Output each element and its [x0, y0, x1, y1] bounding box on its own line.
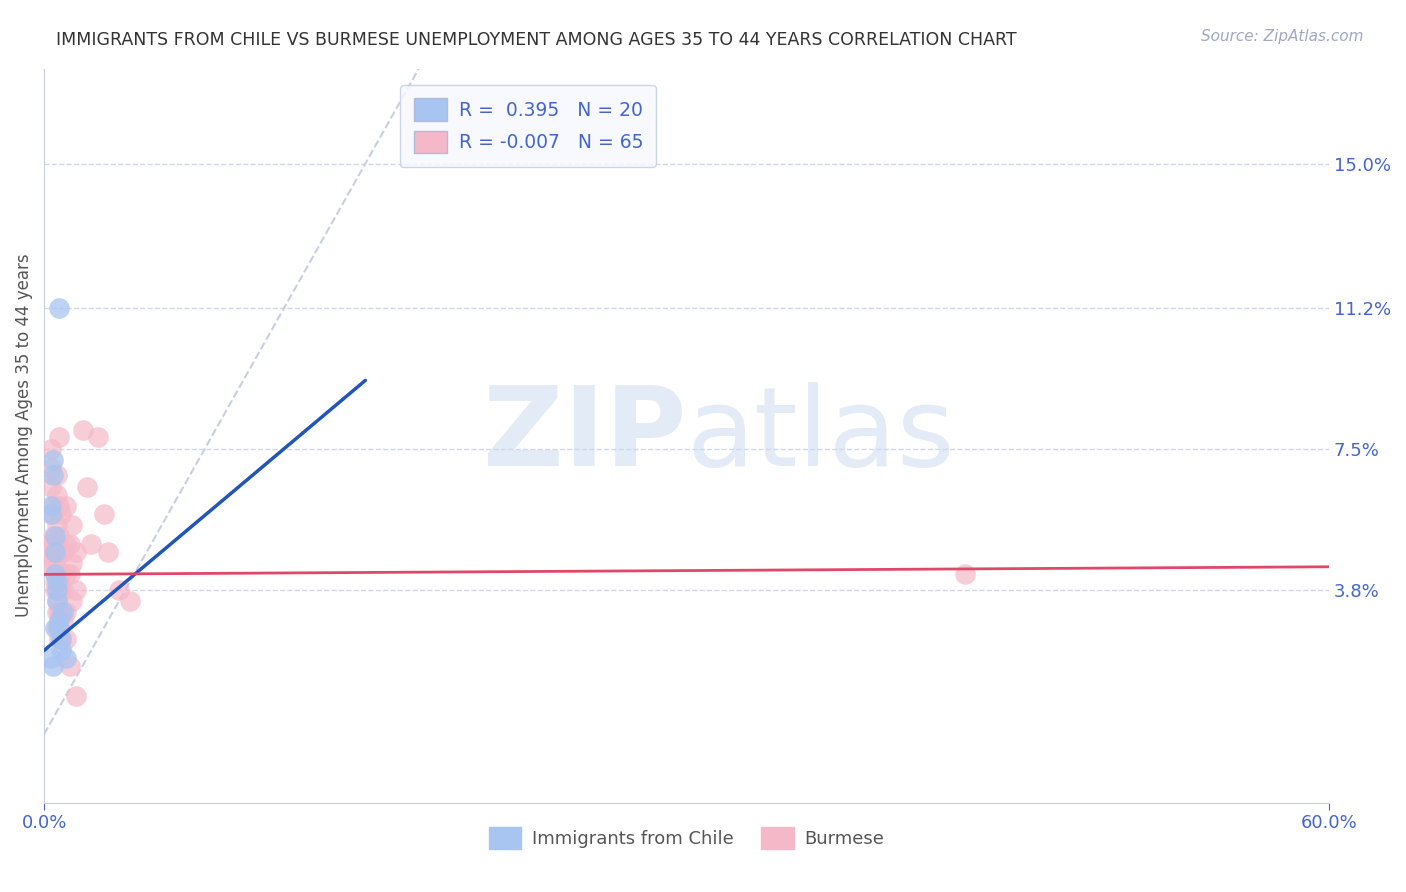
Point [39, 442, 62, 456]
Point [48, 430, 70, 444]
Point [41, 507, 63, 521]
Point [46, 621, 69, 635]
Point [51, 632, 73, 646]
Point [39, 651, 62, 665]
Point [48, 567, 70, 582]
Point [35, 537, 58, 551]
Point [48, 582, 70, 597]
Point [39, 480, 62, 494]
Point [44, 621, 66, 635]
Text: ZIP: ZIP [484, 382, 686, 489]
Point [44, 567, 66, 582]
Point [60, 556, 83, 570]
Point [48, 529, 70, 543]
Point [46, 582, 69, 597]
Point [65, 544, 87, 558]
Point [41, 453, 63, 467]
Point [51, 606, 73, 620]
Point [48, 301, 70, 315]
Point [41, 499, 63, 513]
Point [51, 507, 73, 521]
Point [80, 537, 103, 551]
Point [108, 582, 131, 597]
Point [55, 651, 77, 665]
Point [41, 468, 63, 483]
Point [55, 499, 77, 513]
Point [37, 556, 59, 570]
Point [65, 582, 87, 597]
Point [46, 594, 69, 608]
Point [51, 632, 73, 646]
Point [76, 480, 98, 494]
Point [60, 517, 83, 532]
Point [39, 461, 62, 475]
Point [953, 567, 976, 582]
Point [55, 632, 77, 646]
Point [93, 507, 115, 521]
Text: Source: ZipAtlas.com: Source: ZipAtlas.com [1201, 29, 1364, 44]
Point [60, 594, 83, 608]
Point [41, 658, 63, 673]
Point [51, 643, 73, 657]
Point [46, 582, 69, 597]
Point [52, 582, 75, 597]
Text: IMMIGRANTS FROM CHILE VS BURMESE UNEMPLOYMENT AMONG AGES 35 TO 44 YEARS CORRELAT: IMMIGRANTS FROM CHILE VS BURMESE UNEMPLO… [56, 31, 1017, 49]
Point [51, 567, 73, 582]
Point [48, 544, 70, 558]
Point [48, 606, 70, 620]
Y-axis label: Unemployment Among Ages 35 to 44 years: Unemployment Among Ages 35 to 44 years [15, 253, 32, 617]
Point [118, 594, 141, 608]
Point [46, 544, 69, 558]
Point [46, 517, 69, 532]
Point [55, 567, 77, 582]
Point [37, 544, 59, 558]
Point [46, 468, 69, 483]
Point [51, 544, 73, 558]
Point [51, 582, 73, 597]
Point [55, 606, 77, 620]
Point [48, 621, 70, 635]
Point [48, 499, 70, 513]
Point [59, 658, 82, 673]
Point [44, 574, 66, 589]
Point [46, 574, 69, 589]
Point [44, 556, 66, 570]
Point [46, 606, 69, 620]
Point [65, 689, 87, 703]
Point [44, 529, 66, 543]
Point [55, 537, 77, 551]
Point [59, 537, 82, 551]
Point [44, 544, 66, 558]
Point [46, 564, 69, 578]
Point [52, 613, 75, 627]
Point [52, 544, 75, 558]
Point [97, 544, 120, 558]
Text: atlas: atlas [686, 382, 955, 489]
Point [39, 499, 62, 513]
Point [48, 632, 70, 646]
Point [39, 507, 62, 521]
Point [46, 594, 69, 608]
Point [52, 606, 75, 620]
Point [46, 487, 69, 501]
Legend: R =  0.395   N = 20, R = -0.007   N = 65: R = 0.395 N = 20, R = -0.007 N = 65 [401, 86, 657, 167]
Point [44, 582, 66, 597]
Point [44, 567, 66, 582]
Point [72, 423, 94, 437]
Point [48, 613, 70, 627]
Point [44, 544, 66, 558]
Point [86, 430, 108, 444]
Point [44, 537, 66, 551]
Point [59, 567, 82, 582]
Point [41, 529, 63, 543]
Point [48, 621, 70, 635]
